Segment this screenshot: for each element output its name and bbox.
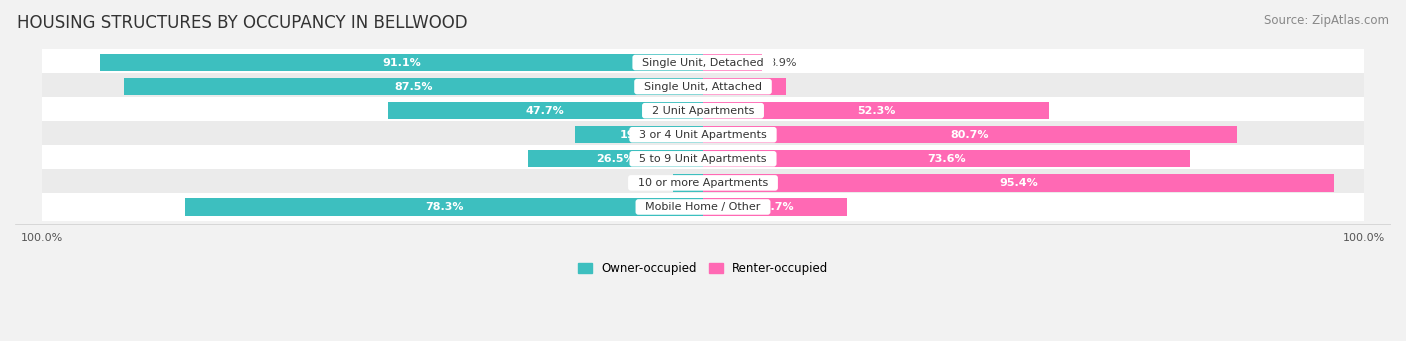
- Bar: [703, 174, 1334, 192]
- Bar: [42, 193, 1364, 221]
- Bar: [703, 78, 786, 95]
- Text: Mobile Home / Other: Mobile Home / Other: [638, 202, 768, 212]
- Text: 73.6%: 73.6%: [927, 154, 966, 164]
- Bar: [388, 102, 703, 119]
- Bar: [703, 126, 1237, 144]
- Bar: [42, 73, 1364, 101]
- Text: 4.6%: 4.6%: [637, 178, 666, 188]
- Text: Single Unit, Detached: Single Unit, Detached: [636, 58, 770, 68]
- Text: 8.9%: 8.9%: [769, 58, 797, 68]
- Text: 3 or 4 Unit Apartments: 3 or 4 Unit Apartments: [633, 130, 773, 140]
- Bar: [703, 102, 1049, 119]
- Text: 5 to 9 Unit Apartments: 5 to 9 Unit Apartments: [633, 154, 773, 164]
- Text: Single Unit, Attached: Single Unit, Attached: [637, 81, 769, 92]
- Text: 47.7%: 47.7%: [526, 106, 565, 116]
- Text: 12.5%: 12.5%: [725, 81, 763, 92]
- Bar: [575, 126, 703, 144]
- Text: 95.4%: 95.4%: [1000, 178, 1038, 188]
- Bar: [703, 198, 846, 216]
- Bar: [100, 54, 703, 71]
- Legend: Owner-occupied, Renter-occupied: Owner-occupied, Renter-occupied: [572, 257, 834, 280]
- Text: 2 Unit Apartments: 2 Unit Apartments: [645, 106, 761, 116]
- Bar: [703, 54, 762, 71]
- Bar: [42, 49, 1364, 76]
- Text: 26.5%: 26.5%: [596, 154, 634, 164]
- Text: 10 or more Apartments: 10 or more Apartments: [631, 178, 775, 188]
- Bar: [527, 150, 703, 167]
- Text: 80.7%: 80.7%: [950, 130, 988, 140]
- Bar: [124, 78, 703, 95]
- Bar: [703, 150, 1189, 167]
- Text: HOUSING STRUCTURES BY OCCUPANCY IN BELLWOOD: HOUSING STRUCTURES BY OCCUPANCY IN BELLW…: [17, 14, 468, 32]
- Text: 91.1%: 91.1%: [382, 58, 422, 68]
- Text: 52.3%: 52.3%: [856, 106, 896, 116]
- Text: Source: ZipAtlas.com: Source: ZipAtlas.com: [1264, 14, 1389, 27]
- Bar: [672, 174, 703, 192]
- Text: 21.7%: 21.7%: [755, 202, 794, 212]
- Text: 87.5%: 87.5%: [395, 81, 433, 92]
- Bar: [42, 169, 1364, 197]
- Bar: [42, 145, 1364, 173]
- Bar: [42, 97, 1364, 124]
- Bar: [42, 121, 1364, 149]
- Text: 19.3%: 19.3%: [620, 130, 658, 140]
- Bar: [186, 198, 703, 216]
- Text: 78.3%: 78.3%: [425, 202, 464, 212]
